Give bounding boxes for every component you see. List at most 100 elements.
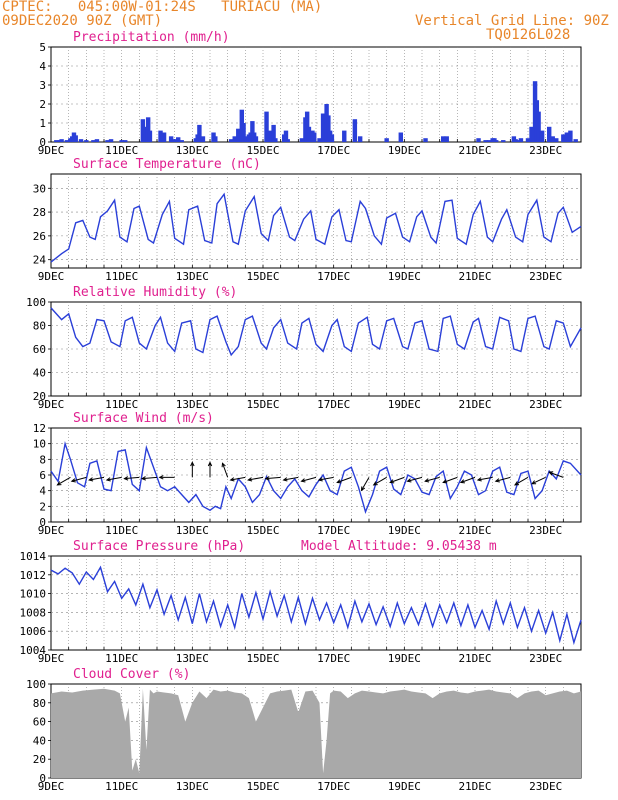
y-tick-label: 1 xyxy=(39,117,46,130)
precip-bar xyxy=(476,138,481,142)
wind-arrow xyxy=(514,476,529,486)
wind-arrow-head xyxy=(300,478,306,483)
rh-series-line xyxy=(50,307,582,357)
y-tick-label: 30 xyxy=(33,182,46,195)
wind-arrow-head xyxy=(221,462,226,468)
y-tick-label: 1006 xyxy=(20,625,47,638)
wind-arrow-head xyxy=(548,471,554,476)
wind-arrow-head xyxy=(247,477,253,482)
precip-bar xyxy=(253,136,259,142)
wind-arrow-shaft xyxy=(222,463,229,478)
wind-arrow-shaft xyxy=(373,476,387,486)
precip-bar xyxy=(352,119,358,142)
wind-arrow-shaft xyxy=(71,476,87,482)
x-tick-label: 9DEC xyxy=(38,398,65,411)
precip-bar xyxy=(147,130,153,142)
precip-bar xyxy=(91,140,96,142)
x-tick-label: 23DEC xyxy=(529,144,562,157)
wind-arrow-shaft xyxy=(230,476,246,481)
wind-arrow-shaft xyxy=(337,476,352,483)
wind-arrow xyxy=(282,476,299,482)
y-tick-label: 24 xyxy=(33,254,47,267)
wind-arrow-head xyxy=(282,477,288,482)
y-tick-label: 0 xyxy=(39,772,46,785)
wind-arrow-head xyxy=(442,479,448,484)
panel-annotation: Model Altitude: 9.05438 m xyxy=(301,539,497,554)
y-tick-label: 8 xyxy=(39,453,46,466)
x-tick-label: 19DEC xyxy=(388,524,421,537)
precip-bar xyxy=(536,111,541,142)
precip-bar xyxy=(539,130,545,142)
y-tick-label: 26 xyxy=(33,230,46,243)
y-tick-label: 20 xyxy=(33,390,46,403)
x-tick-label: 21DEC xyxy=(458,270,491,283)
y-tick-label: 1012 xyxy=(20,569,47,582)
precip-bar xyxy=(158,130,163,142)
precip-bar xyxy=(54,140,59,142)
x-tick-label: 17DEC xyxy=(317,524,350,537)
y-tick-label: 10 xyxy=(33,438,46,451)
wind-arrow xyxy=(247,476,264,482)
wind-arrow-shaft xyxy=(283,476,299,481)
x-tick-label: 21DEC xyxy=(458,524,491,537)
precip-bar xyxy=(384,138,389,142)
header-grid-note: Vertical Grid Line: 90Z xyxy=(415,13,609,29)
wind-arrow-shaft xyxy=(361,477,370,491)
x-tick-label: 15DEC xyxy=(246,398,279,411)
y-tick-label: 40 xyxy=(33,734,46,747)
precip-bar xyxy=(273,138,278,142)
y-tick-label: 4 xyxy=(39,60,46,73)
wind-arrow xyxy=(336,476,352,484)
wind-arrow-shaft xyxy=(531,476,546,485)
wind-arrow-head xyxy=(531,480,537,485)
wind-arrow-head xyxy=(476,477,482,482)
precip-bar xyxy=(342,130,347,142)
wind-arrow xyxy=(264,476,281,481)
panel-frame xyxy=(50,555,582,651)
y-tick-label: 0 xyxy=(39,136,46,149)
wind-arrow-head xyxy=(406,478,412,483)
precip-bar xyxy=(73,135,78,142)
wind-arrow-head xyxy=(336,479,342,484)
panel-wind: 0 2 4 6 8 10 12 9DEC 11DEC 13DEC 15DEC 17DEC 19DEC 21… xyxy=(33,411,582,537)
precip-bar xyxy=(119,140,124,142)
y-tick-label: 2 xyxy=(39,500,46,513)
y-tick-label: 60 xyxy=(33,716,46,729)
wind-arrow xyxy=(424,476,440,483)
precip-bar xyxy=(326,115,331,142)
wind-arrow-shaft xyxy=(390,476,405,483)
precip-bar xyxy=(501,140,506,142)
panel-rh: 20 40 60 80 100 9DEC 11DEC 13DEC 15DEC 17DEC 19DEC… xyxy=(26,285,582,411)
x-tick-label: 21DEC xyxy=(458,398,491,411)
y-tick-label: 80 xyxy=(33,320,46,333)
cloud-cover-area xyxy=(51,688,581,778)
panel-temp: 24 26 28 30 9DEC 11DEC 13DEC 15DEC 17DEC 19DEC 21D… xyxy=(33,157,582,283)
wind-arrow xyxy=(459,476,476,484)
precip-bar xyxy=(299,138,305,142)
wind-arrow xyxy=(406,476,423,483)
wind-arrow xyxy=(105,476,122,482)
wind-arrow xyxy=(317,476,334,482)
precip-bar xyxy=(550,136,555,142)
y-tick-label: 100 xyxy=(26,296,46,309)
wind-arrow-head xyxy=(123,476,129,481)
wind-arrow xyxy=(229,476,246,482)
wind-arrow xyxy=(190,461,195,478)
x-tick-label: 11DEC xyxy=(105,780,138,793)
precip-bar xyxy=(320,113,326,142)
x-tick-label: 23DEC xyxy=(529,398,562,411)
x-tick-label: 13DEC xyxy=(176,398,209,411)
panel-title: Relative Humidity (%) xyxy=(73,285,237,300)
precip-bar xyxy=(306,126,312,142)
wind-arrow xyxy=(123,476,140,481)
precip-bar xyxy=(357,136,363,142)
precip-bar xyxy=(440,136,446,142)
x-tick-label: 23DEC xyxy=(529,652,562,665)
x-tick-label: 9DEC xyxy=(38,780,65,793)
precip-bar xyxy=(329,134,335,142)
precip-bar xyxy=(250,121,255,142)
wind-arrow-head xyxy=(88,477,94,482)
wind-arrow xyxy=(476,476,493,482)
temp-series-line xyxy=(50,192,582,263)
x-tick-label: 11DEC xyxy=(105,270,138,283)
